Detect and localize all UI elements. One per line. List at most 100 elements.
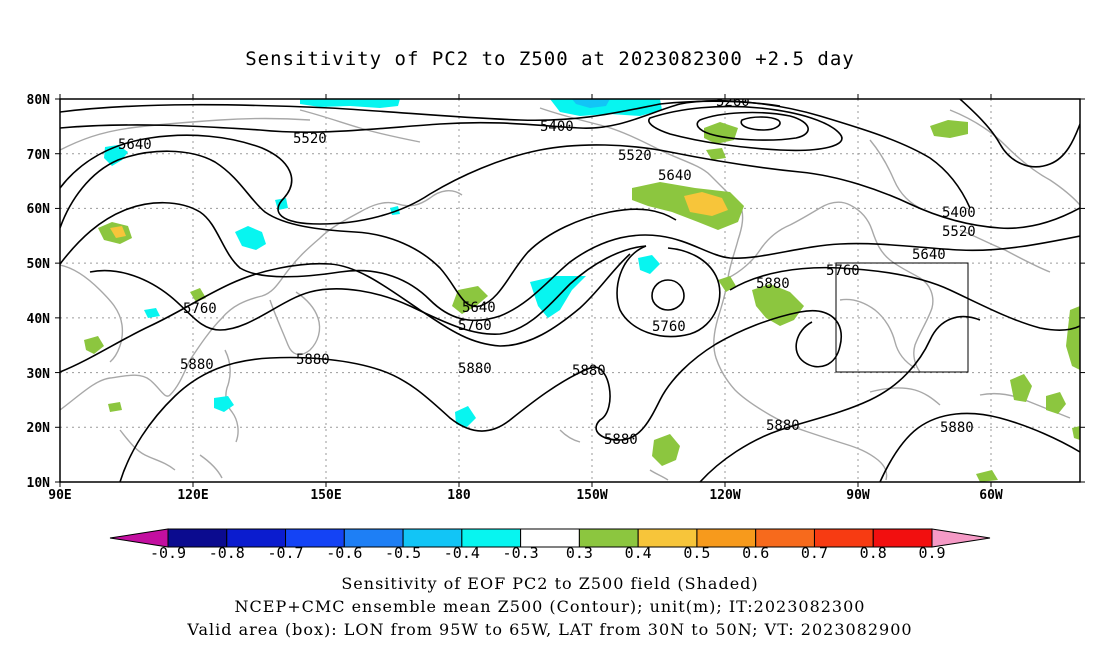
map-panel: 5640 5520 5400 5260 5520 5640 5400 5520 … [27,93,1085,503]
lon-label: 120E [177,488,208,503]
contour-line [89,245,647,335]
colorbar-label: -0.3 [503,544,539,562]
shade-green [976,470,998,482]
contour-label: 5880 [180,357,214,373]
lat-label: 20N [27,421,51,436]
shade-cyan [104,145,128,166]
lon-label: 90W [846,488,870,503]
shade-green [718,276,736,292]
shade-green [1010,374,1032,402]
shade-cyan [300,99,400,108]
contour-line [616,245,721,338]
contour-label: 5880 [604,432,638,448]
shade-cyan [235,226,266,250]
contour-label: 5400 [540,119,574,135]
shade-green [706,148,726,160]
shade-green [452,286,488,314]
contour-label: 5640 [912,247,946,263]
lat-label: 50N [27,257,51,272]
contour-line [696,111,809,141]
z500-contours [60,99,1080,482]
contour-label: 5880 [766,418,800,434]
contour-line [579,100,971,209]
axis-ticks [55,94,1085,487]
colorbar-label: 0.8 [860,544,887,562]
shade-green [1066,306,1080,370]
caption-contour: NCEP+CMC ensemble mean Z500 (Contour); u… [234,597,866,616]
lat-label: 70N [27,148,51,163]
shade-yellow [110,226,126,238]
contour-line [699,315,981,482]
contour-line [729,266,1080,331]
colorbar-label: 0.5 [683,544,710,562]
contour-line [60,134,1080,230]
lon-label: 150W [576,488,607,503]
contour-label: 5760 [826,263,860,279]
colorbar-label: 0.4 [625,544,652,562]
contour-label: 5760 [652,319,686,335]
colorbar-label: 0.7 [801,544,828,562]
contour-label: 5880 [940,420,974,436]
colorbar-label: -0.6 [326,544,362,562]
contour-label: 5880 [756,276,790,292]
contour-label: 5760 [458,318,492,334]
shade-cyan [638,255,660,274]
shade-green [930,120,968,138]
contour-label: 5640 [118,137,152,153]
caption-valid-area: Valid area (box): LON from 95W to 65W, L… [187,620,913,639]
colorbar-label: 0.9 [918,544,945,562]
contour-label: 5880 [572,363,606,379]
contour-line [60,100,781,122]
contour-line [60,150,677,308]
shade-green [108,402,122,412]
contour-label: 5640 [462,300,496,316]
colorbar-label: 0.6 [742,544,769,562]
contour-label: 5260 [716,94,750,110]
lat-label: 80N [27,93,51,108]
contour-label: 5520 [942,224,976,240]
colorbar [109,528,991,548]
contour-line [60,201,1080,322]
contour-label: 5880 [458,361,492,377]
lat-label: 40N [27,312,51,327]
colorbar-label: -0.5 [385,544,421,562]
shade-green [652,434,680,466]
map-title: Sensitivity of PC2 to Z500 at 2023082300… [245,48,855,70]
lon-label: 90E [48,488,71,503]
contour-line [740,116,781,131]
valid-area-box [835,262,969,373]
shade-green [84,336,104,354]
colorbar-label: -0.8 [209,544,245,562]
shade-green [1072,426,1080,440]
lon-label: 180 [447,488,471,503]
contour-line [119,309,842,482]
lon-label: 120W [709,488,740,503]
contour-line [879,412,1080,482]
colorbar-label: 0.3 [566,544,593,562]
shade-green [1046,392,1066,414]
contour-label: 5520 [293,131,327,147]
contour-line [648,105,843,152]
contour-label: 5760 [183,301,217,317]
shade-cyan [214,396,234,412]
colorbar-label: -0.7 [267,544,303,562]
shade-cyan [144,308,160,318]
contour-label: 5520 [618,148,652,164]
contour-line [60,253,631,373]
map-frame [59,98,1081,483]
shade-green [752,284,804,326]
contour-label: 5640 [658,168,692,184]
lat-label: 30N [27,367,51,382]
contour-line [60,121,581,133]
lat-axis: 80N 70N 60N 50N 40N 30N 20N 10N [27,93,51,491]
colorbar-labels: -0.9 -0.8 -0.7 -0.6 -0.5 -0.4 -0.3 0.3 0.4 0.5 0.6… [150,544,946,562]
shade-blue [572,99,610,108]
contour-labels: 5640 5520 5400 5260 5520 5640 5400 5520 … [118,94,976,448]
contour-label: 5880 [296,352,330,368]
lat-label: 60N [27,202,51,217]
shade-cyan [455,406,476,428]
contour-line [651,279,685,311]
lat-label: 10N [27,476,51,491]
lon-label: 150E [310,488,341,503]
colorbar-max-arrow [931,528,991,548]
